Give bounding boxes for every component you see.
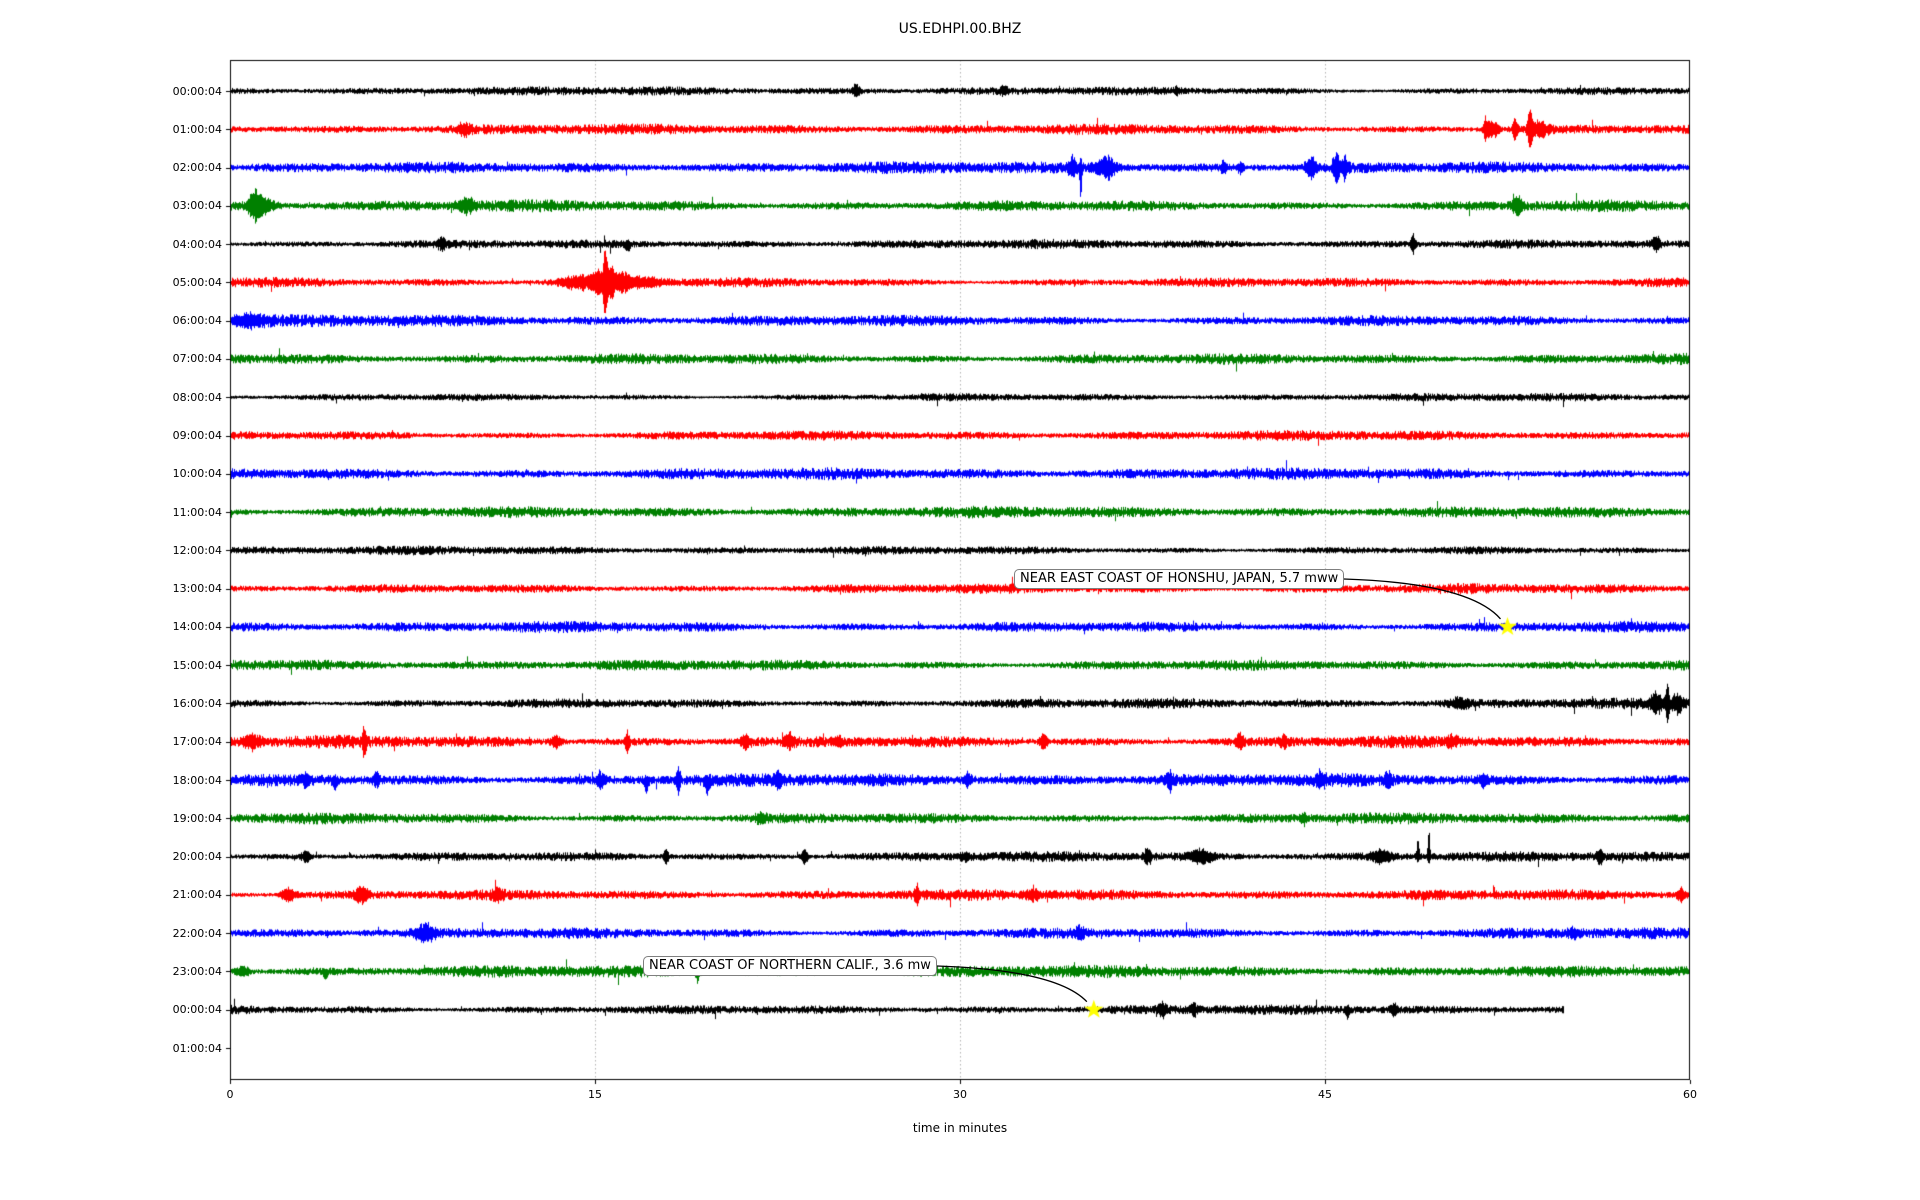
y-tick-label: 08:00:04: [172, 390, 222, 404]
y-tick-label: 23:00:04: [172, 964, 222, 978]
x-tick-label: 0: [226, 1088, 234, 1101]
y-tick-label: 15:00:04: [172, 658, 222, 672]
y-tick-label: 22:00:04: [172, 926, 222, 940]
event-annotation-honshu: NEAR EAST COAST OF HONSHU, JAPAN, 5.7 mw…: [1014, 569, 1345, 589]
y-tick-label: 13:00:04: [172, 582, 222, 596]
y-tick-label: 00:00:04: [172, 1003, 222, 1017]
y-tick-label: 05:00:04: [172, 275, 222, 289]
y-tick-label: 12:00:04: [172, 543, 222, 557]
y-tick-label: 06:00:04: [172, 314, 222, 328]
y-tick-label: 16:00:04: [172, 696, 222, 710]
y-tick-label: 09:00:04: [172, 429, 222, 443]
y-tick-label: 10:00:04: [172, 467, 222, 481]
y-tick-label: 02:00:04: [172, 161, 222, 175]
y-tick-label: 19:00:04: [172, 811, 222, 825]
x-tick-label: 15: [588, 1088, 602, 1101]
y-tick-label: 21:00:04: [172, 888, 222, 902]
y-tick-label: 20:00:04: [172, 850, 222, 864]
y-tick-label: 07:00:04: [172, 352, 222, 366]
x-tick-label: 45: [1318, 1088, 1332, 1101]
plot-title: US.EDHPI.00.BHZ: [898, 21, 1022, 37]
x-axis-label: time in minutes: [912, 1121, 1008, 1135]
y-tick-label: 03:00:04: [172, 199, 222, 213]
y-tick-label: 18:00:04: [172, 773, 222, 787]
event-annotation-northern-calif: NEAR COAST OF NORTHERN CALIF., 3.6 mw: [643, 956, 937, 976]
y-tick-label: 04:00:04: [172, 237, 222, 251]
y-tick-label: 17:00:04: [172, 735, 222, 749]
x-tick-label: 30: [953, 1088, 967, 1101]
y-tick-label: 00:00:04: [172, 84, 222, 98]
y-tick-label: 01:00:04: [172, 122, 222, 136]
y-tick-label: 01:00:04: [172, 1041, 222, 1055]
x-tick-label: 60: [1683, 1088, 1697, 1101]
y-tick-label: 14:00:04: [172, 620, 222, 634]
y-tick-label: 11:00:04: [172, 505, 222, 519]
